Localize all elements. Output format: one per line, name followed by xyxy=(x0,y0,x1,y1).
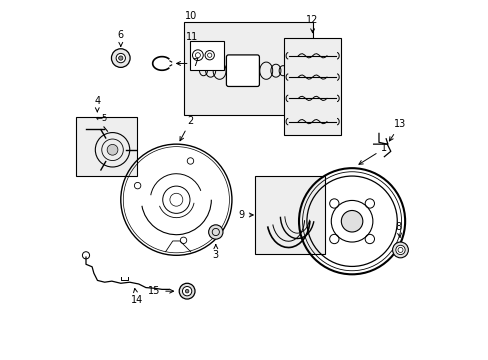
Circle shape xyxy=(341,211,362,232)
Bar xyxy=(255,176,325,253)
Circle shape xyxy=(179,283,195,299)
Circle shape xyxy=(107,144,118,155)
Text: 14: 14 xyxy=(130,288,143,305)
Text: 9: 9 xyxy=(238,210,253,220)
Text: ←5: ←5 xyxy=(96,114,108,123)
Bar xyxy=(76,117,137,176)
Circle shape xyxy=(207,53,211,57)
Text: 3: 3 xyxy=(212,244,219,260)
Circle shape xyxy=(119,56,122,60)
Circle shape xyxy=(111,49,130,67)
Text: 1: 1 xyxy=(358,143,386,164)
Circle shape xyxy=(116,53,125,63)
Circle shape xyxy=(182,287,191,296)
Text: 13: 13 xyxy=(388,120,406,141)
Text: 6: 6 xyxy=(118,30,123,46)
Bar xyxy=(183,22,312,116)
Text: 15: 15 xyxy=(147,286,173,296)
Bar xyxy=(190,41,224,69)
Text: 7: 7 xyxy=(176,58,198,68)
Text: 12: 12 xyxy=(306,15,318,33)
Circle shape xyxy=(195,53,200,58)
Text: 11: 11 xyxy=(185,32,198,41)
Bar xyxy=(284,39,341,135)
Circle shape xyxy=(185,289,188,293)
Text: 10: 10 xyxy=(185,11,197,21)
Text: 2: 2 xyxy=(180,116,193,141)
FancyBboxPatch shape xyxy=(226,55,259,86)
Text: 4: 4 xyxy=(94,96,100,112)
Text: 8: 8 xyxy=(395,222,401,237)
Circle shape xyxy=(392,242,407,258)
Circle shape xyxy=(208,225,223,239)
Circle shape xyxy=(395,245,405,255)
